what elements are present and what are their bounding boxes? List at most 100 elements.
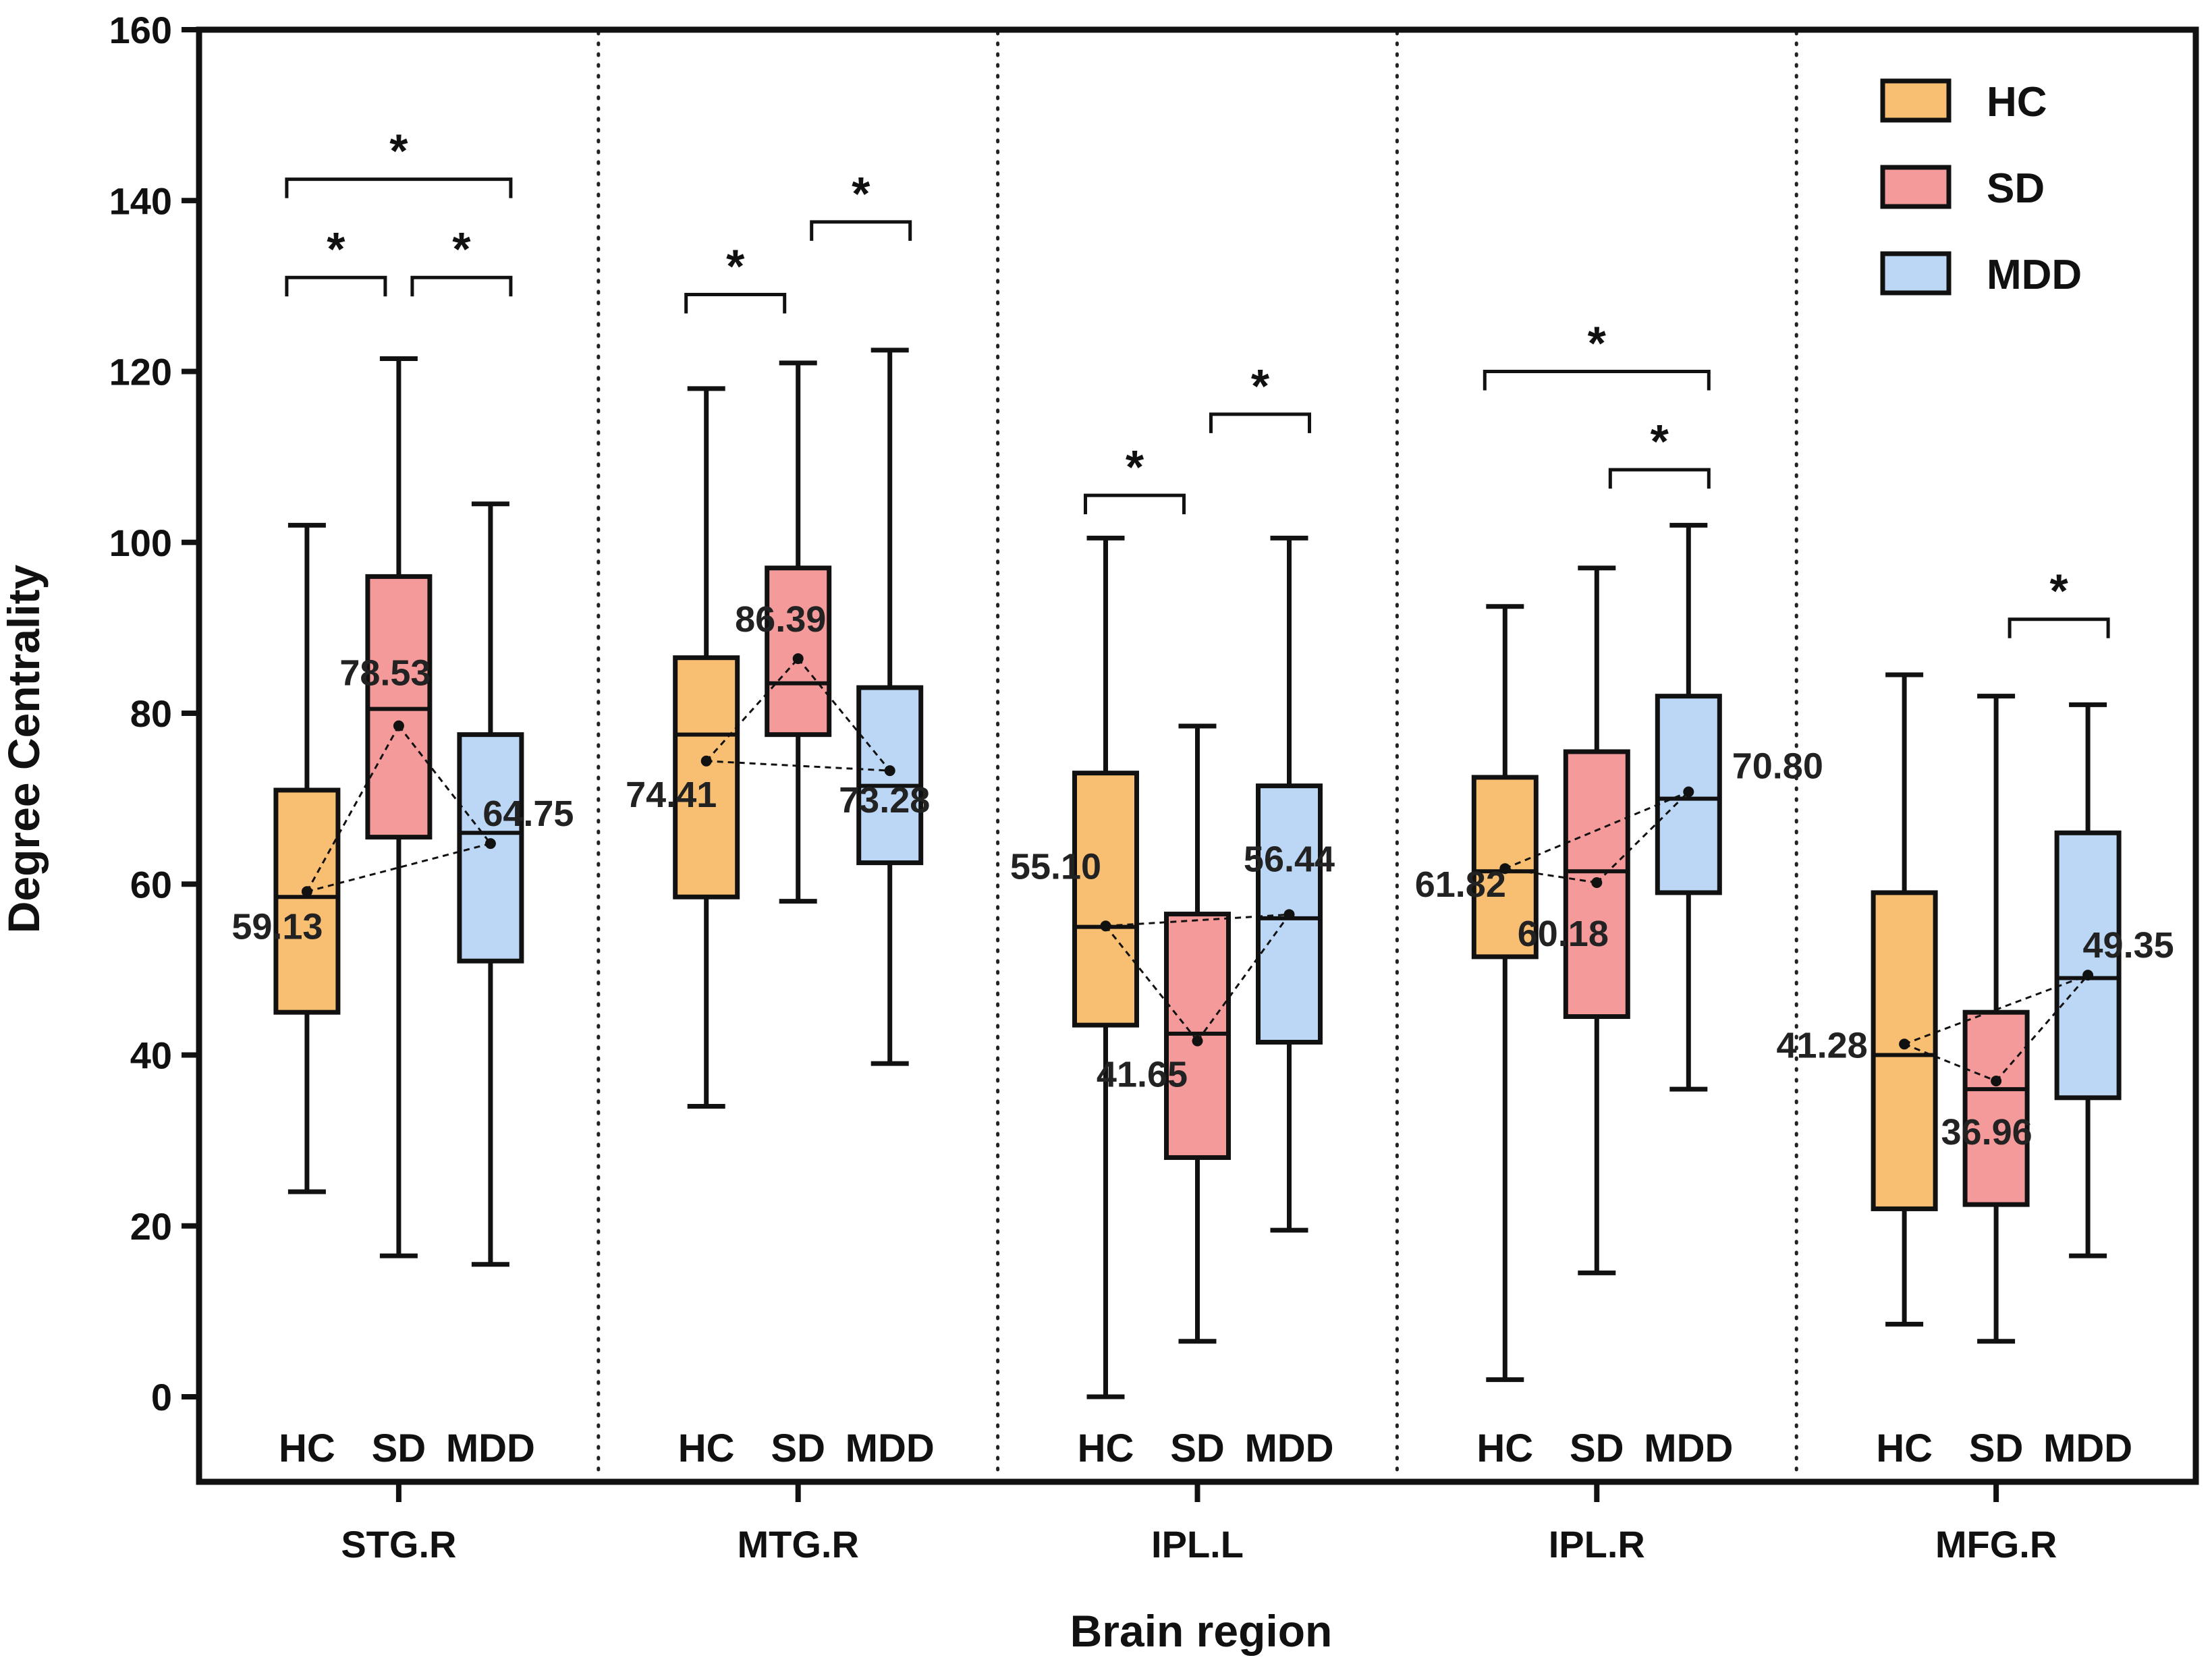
y-tick-label: 140 <box>109 179 172 222</box>
mean-connector <box>1904 1043 1997 1082</box>
mean-point <box>1283 909 1295 920</box>
box-mdd <box>2054 702 2122 1258</box>
x-tick-label: IPL.L <box>1151 1523 1244 1565</box>
significance-star: * <box>389 125 408 177</box>
group-label-sd: SD <box>372 1426 426 1470</box>
mean-label: 55.10 <box>1010 846 1101 887</box>
bracket-line <box>1209 412 1311 433</box>
box-sd <box>365 356 433 1258</box>
y-tick-label: 100 <box>109 522 172 564</box>
mean-label: 64.75 <box>482 794 574 834</box>
mean-label: 70.80 <box>1732 746 1823 786</box>
bracket-line <box>285 275 387 297</box>
significance-bracket: * <box>810 167 912 241</box>
legend-label: MDD <box>1987 252 2082 298</box>
mean-connector <box>1196 914 1290 1042</box>
group-label-hc: HC <box>1078 1426 1134 1470</box>
separator-lines <box>597 30 1798 1481</box>
significance-star: * <box>852 167 870 220</box>
legend-label: SD <box>1987 165 2045 212</box>
labels: HC SD MDD 59.13 78.53 64.75 HC SD MDD 74.41 86.39 7… <box>231 599 2174 1470</box>
box-hc <box>273 522 341 1194</box>
box-sd <box>1962 694 2030 1344</box>
region-ipl-r: ** <box>1471 317 1722 1383</box>
bracket-line <box>1084 493 1186 515</box>
legend-item-mdd: MDD <box>1880 251 2082 298</box>
box-iqr <box>273 787 341 1015</box>
y-tick-label: 120 <box>109 351 172 393</box>
box-hc <box>1471 604 1539 1383</box>
mean-point <box>1591 877 1603 888</box>
box-hc <box>1871 672 1938 1327</box>
mean-connector <box>1105 925 1198 1042</box>
mean-connector <box>1904 974 2089 1045</box>
x-tick-label: MFG.R <box>1935 1523 2057 1565</box>
mean-label: 73.28 <box>839 780 930 821</box>
legend-item-hc: HC <box>1880 78 2047 126</box>
box-hc <box>673 386 740 1109</box>
mean-label: 59.13 <box>231 906 323 947</box>
mean-label: 74.41 <box>626 775 717 815</box>
mean-connector <box>1505 867 1597 884</box>
y-tick-label: 0 <box>151 1376 172 1418</box>
significance-star: * <box>327 223 345 275</box>
significance-bracket: * <box>684 240 787 314</box>
significance-star: * <box>1588 317 1607 370</box>
region-ipl-l: ** <box>1072 360 1323 1399</box>
group-label-mdd: MDD <box>446 1426 535 1470</box>
group-label-hc: HC <box>279 1426 335 1470</box>
mean-label: 41.65 <box>1097 1055 1188 1095</box>
mean-connector <box>706 760 890 772</box>
box-iqr <box>1871 890 1938 1211</box>
box-iqr <box>1962 1009 2030 1207</box>
significance-star: * <box>726 240 745 293</box>
box-mdd <box>856 348 924 1066</box>
y-tick-label: 60 <box>130 863 172 906</box>
x-tick-label: MTG.R <box>737 1523 858 1565</box>
region-mtg-r: ** <box>673 167 924 1109</box>
mean-connector <box>797 658 891 772</box>
significance-bracket: * <box>285 223 387 297</box>
significance-bracket: * <box>1608 415 1711 489</box>
y-axis-title: Degree Centrality <box>0 564 49 933</box>
mean-label: 36.96 <box>1941 1112 2033 1153</box>
x-tick-label: STG.R <box>341 1523 456 1565</box>
significance-star: * <box>1651 415 1669 468</box>
legend-swatch <box>1880 251 1952 296</box>
mean-label: 78.53 <box>339 653 431 694</box>
significance-star: * <box>452 223 471 275</box>
mean-label: 49.35 <box>2083 925 2174 966</box>
mean-point <box>1100 920 1111 932</box>
significance-star: * <box>1126 441 1144 493</box>
legend-item-sd: SD <box>1880 165 2045 212</box>
y-tick-label: 160 <box>109 9 172 51</box>
y-tick-label: 80 <box>130 692 172 735</box>
box-series: * ********* <box>273 125 2122 1399</box>
group-label-sd: SD <box>1570 1426 1624 1470</box>
significance-bracket: * <box>1209 360 1311 433</box>
mean-connector <box>397 725 492 845</box>
mean-point <box>1683 786 1694 798</box>
mean-label: 41.28 <box>1777 1025 1868 1065</box>
mean-point <box>1991 1075 2002 1086</box>
box-mdd <box>1655 522 1722 1092</box>
region-stg-r: * * * <box>273 125 524 1267</box>
mean-point <box>792 653 804 665</box>
legend: HC SD MDD <box>1880 78 2082 298</box>
mean-point <box>301 886 312 897</box>
mean-point <box>884 765 895 777</box>
mean-connector <box>1105 913 1290 927</box>
mean-label: 56.44 <box>1244 839 1335 879</box>
mean-label: 60.18 <box>1518 914 1609 954</box>
box-mdd <box>457 501 524 1267</box>
legend-swatch <box>1880 165 1952 209</box>
significance-bracket: * <box>1483 317 1711 391</box>
x-tick-label: IPL.R <box>1549 1523 1645 1565</box>
mean-point <box>1499 863 1511 875</box>
group-label-hc: HC <box>1876 1426 1933 1470</box>
group-label-sd: SD <box>1170 1426 1225 1470</box>
mean-point <box>393 720 404 731</box>
group-label-sd: SD <box>1969 1426 2024 1470</box>
group-label-mdd: MDD <box>1644 1426 1733 1470</box>
